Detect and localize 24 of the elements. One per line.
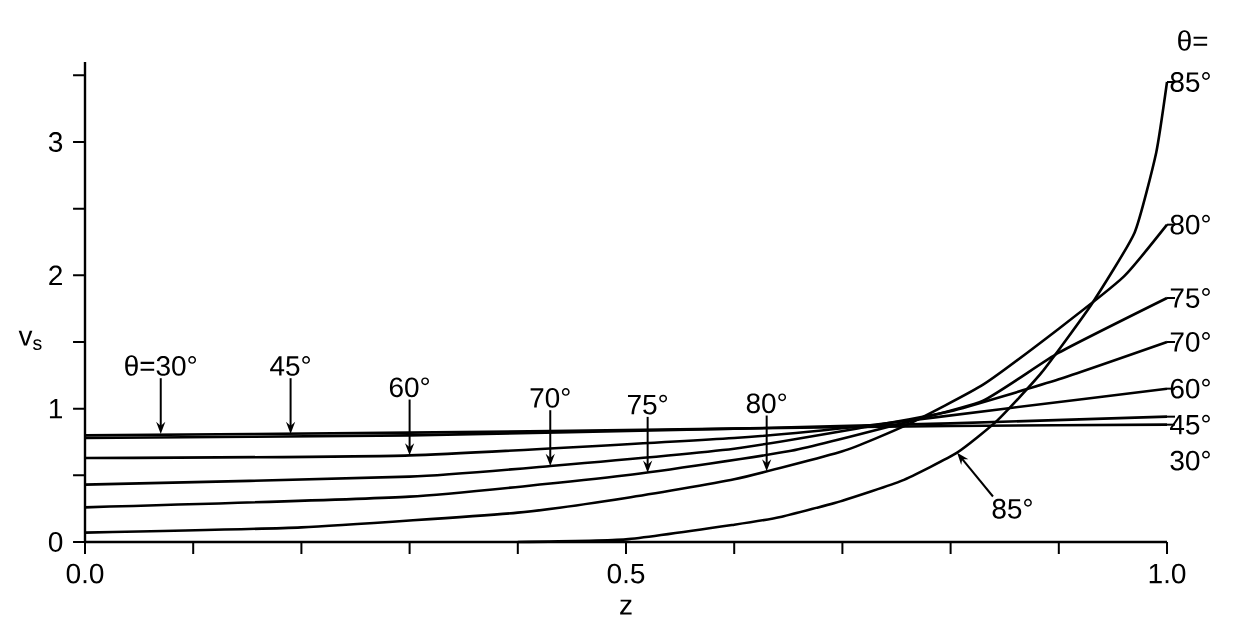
series-label: 30° [1170,450,1210,471]
legend-label: 70° [1170,332,1210,352]
y-axis-title: v$_{s}$ [18,330,42,351]
y-tick-label: 0 [48,532,63,552]
annotation: 60° [389,377,429,398]
y-tick-label: 2 [49,265,62,286]
legend-label: 80° [1170,214,1210,235]
annotation: 75° [627,394,668,415]
annotation: 70° [530,388,570,408]
legend-label: 75° [1170,288,1210,308]
legend-title: θ= [1178,30,1208,51]
y-tick-label: 1 [49,399,62,419]
legend-label: 85° [1170,72,1210,92]
x-axis-title: z [620,599,632,615]
annotation: 80° [746,393,787,414]
x-tick-label: 1.0 [1149,563,1186,584]
annotation: θ=30° [125,355,197,376]
x-tick-label: 0.5 [607,563,645,584]
x-tick-label: 0.0 [66,563,104,584]
legend-label: 60° [1170,378,1210,399]
annotation: 85° [992,498,1032,519]
y-tick-label: 3 [48,132,63,152]
legend-label: 45° [1170,414,1210,435]
annotation: 45° [270,356,310,376]
